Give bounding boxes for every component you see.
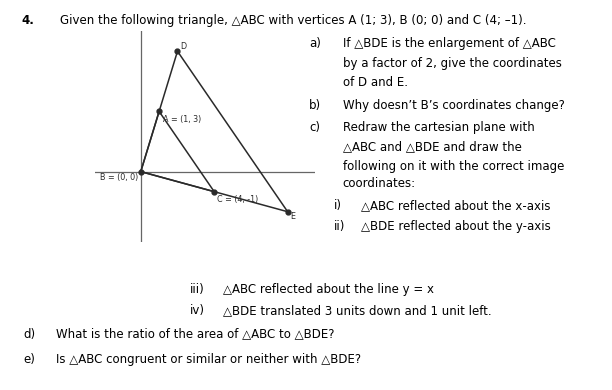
- Text: iii): iii): [190, 283, 204, 296]
- Text: ii): ii): [334, 220, 345, 233]
- Text: △ABC reflected about the x-axis: △ABC reflected about the x-axis: [361, 199, 551, 212]
- Text: coordinates:: coordinates:: [343, 177, 416, 190]
- Text: by a factor of 2, give the coordinates: by a factor of 2, give the coordinates: [343, 57, 562, 69]
- Text: d): d): [23, 328, 35, 340]
- Text: c): c): [309, 121, 320, 134]
- Text: Given the following triangle, △ABC with vertices A (1; 3), B (0; 0) and C (4; –1: Given the following triangle, △ABC with …: [60, 14, 526, 27]
- Text: What is the ratio of the area of △ABC to △BDE?: What is the ratio of the area of △ABC to…: [56, 328, 335, 340]
- Text: i): i): [334, 199, 341, 212]
- Text: Redraw the cartesian plane with: Redraw the cartesian plane with: [343, 121, 534, 134]
- Text: A = (1, 3): A = (1, 3): [163, 115, 201, 124]
- Text: iv): iv): [190, 304, 205, 317]
- Text: Is △ABC congruent or similar or neither with △BDE?: Is △ABC congruent or similar or neither …: [56, 353, 362, 366]
- Text: of D and E.: of D and E.: [343, 76, 408, 89]
- Text: following on it with the correct image: following on it with the correct image: [343, 160, 564, 173]
- Text: b): b): [309, 99, 321, 112]
- Text: D: D: [180, 42, 187, 51]
- Text: E: E: [291, 212, 296, 221]
- Text: If △BDE is the enlargement of △ABC: If △BDE is the enlargement of △ABC: [343, 37, 556, 50]
- Text: Why doesn’t B’s coordinates change?: Why doesn’t B’s coordinates change?: [343, 99, 565, 112]
- Text: a): a): [309, 37, 321, 50]
- Text: △BDE translated 3 units down and 1 unit left.: △BDE translated 3 units down and 1 unit …: [223, 304, 492, 317]
- Text: C = (4, -1): C = (4, -1): [217, 195, 258, 204]
- Text: △ABC and △BDE and draw the: △ABC and △BDE and draw the: [343, 140, 521, 153]
- Text: △BDE reflected about the y-axis: △BDE reflected about the y-axis: [361, 220, 551, 233]
- Text: △ABC reflected about the line y = x: △ABC reflected about the line y = x: [223, 283, 435, 296]
- Text: 4.: 4.: [21, 14, 34, 27]
- Text: e): e): [23, 353, 35, 366]
- Text: B = (0, 0): B = (0, 0): [100, 173, 138, 182]
